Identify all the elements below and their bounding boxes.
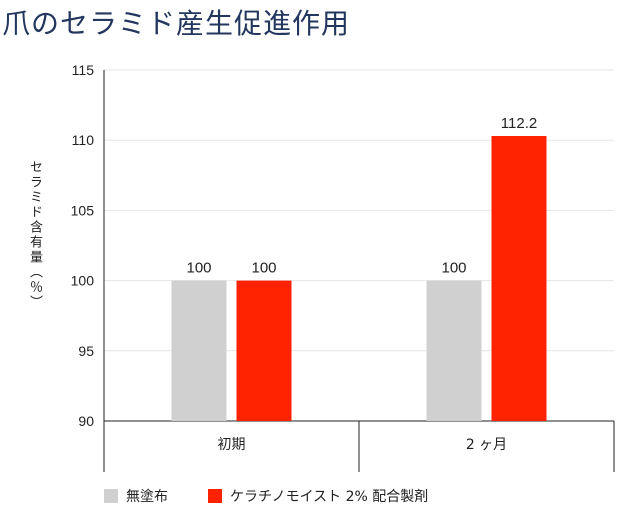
- y-tick-label-100: 100: [71, 273, 95, 289]
- legend-label-untreated: 無塗布: [126, 489, 168, 505]
- bar-chart: 90 95 100 105 110 115 100 100 初期 100 112.2 2 ヶ月: [71, 62, 615, 472]
- data-label-s1-c1: 112.2: [501, 115, 537, 132]
- data-label-s0-c1: 100: [441, 260, 466, 277]
- y-tick-label-110: 110: [72, 132, 95, 148]
- legend-item-untreated: 無塗布: [104, 486, 168, 506]
- y-tick-label-95: 95: [78, 343, 94, 359]
- y-tick-label-90: 90: [78, 413, 94, 429]
- chart-title: 爪のセラミド産生促進作用: [2, 7, 351, 40]
- y-axis-label: セラミド含有量（％）: [27, 160, 42, 310]
- bar-s1-c1: [491, 135, 547, 421]
- x-category-label-1: 2 ヶ月: [466, 437, 507, 453]
- legend: 無塗布 ケラチノモイスト 2% 配合製剤: [104, 486, 468, 506]
- x-category-label-0: 初期: [218, 436, 246, 453]
- data-label-s1-c0: 100: [251, 260, 276, 277]
- bar-s0-c0: [171, 280, 227, 421]
- bar-s1-c0: [236, 280, 292, 421]
- legend-label-keratinomoist: ケラチノモイスト 2% 配合製剤: [230, 489, 429, 505]
- data-label-s0-c0: 100: [186, 260, 211, 277]
- bar-s0-c1: [426, 280, 482, 421]
- legend-item-keratinomoist: ケラチノモイスト 2% 配合製剤: [208, 486, 428, 506]
- legend-swatch-keratinomoist: [208, 489, 222, 503]
- y-tick-label-115: 115: [72, 62, 95, 78]
- y-tick-label-105: 105: [71, 202, 95, 218]
- legend-swatch-untreated: [104, 489, 118, 503]
